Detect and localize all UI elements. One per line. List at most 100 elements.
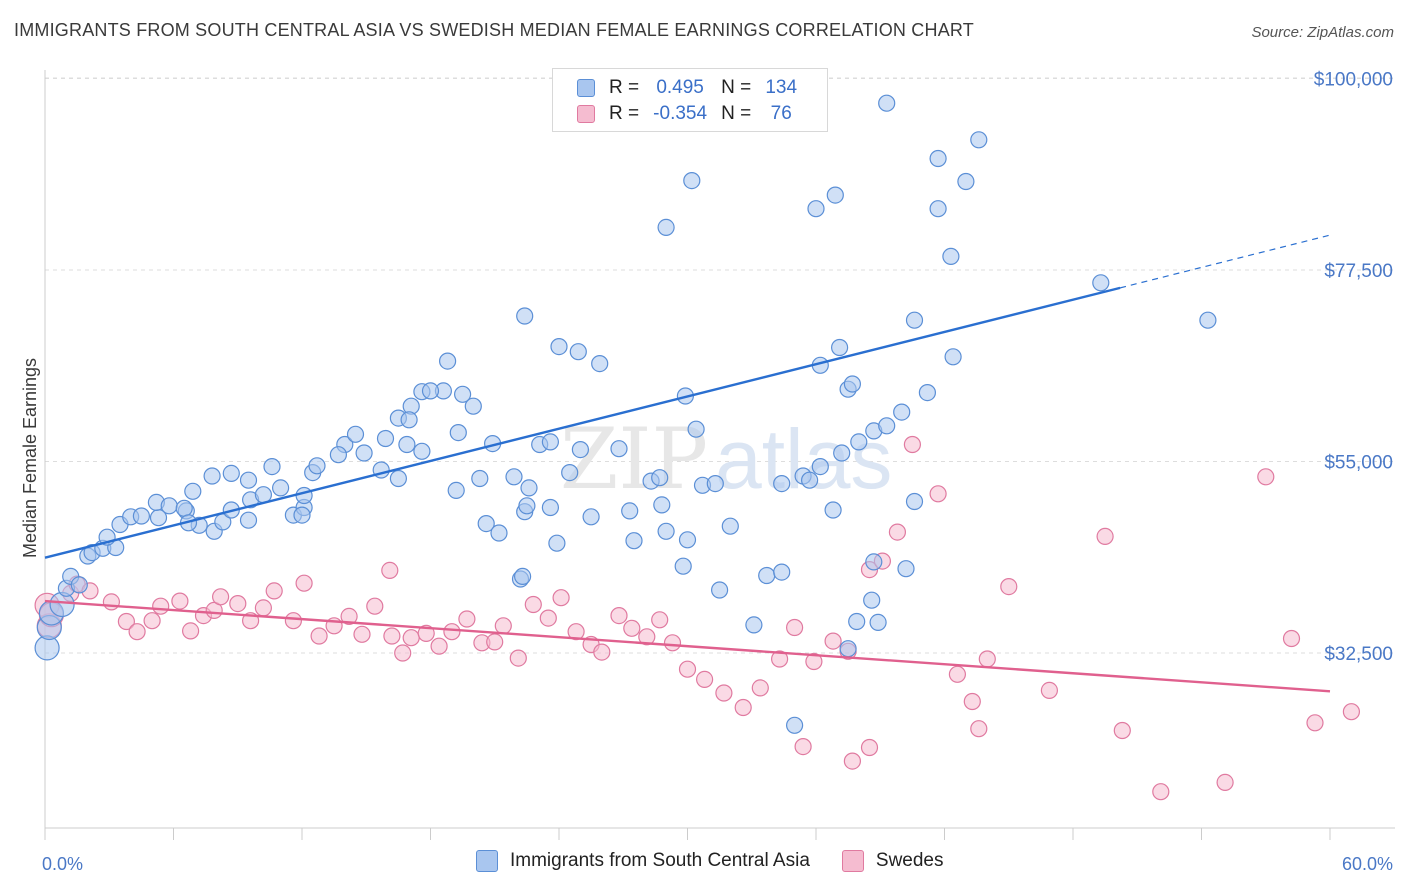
immigrants-point [203,467,221,485]
immigrants-point [548,534,566,552]
swedes-point [102,593,121,611]
immigrants-point [863,591,881,609]
immigrants-point [160,497,178,515]
swedes-point [152,597,170,615]
swedes-point [1216,773,1234,792]
immigrants-points [34,80,1217,734]
immigrants-point [625,532,643,550]
immigrants-point [376,429,395,448]
immigrants-point [957,172,975,191]
immigrants-point [541,498,560,517]
immigrants-point [70,576,88,594]
axes [44,70,1395,840]
swedes-point [860,738,879,757]
swedes-point [254,599,272,617]
swedes-point [340,607,358,626]
immigrants-point [758,566,776,585]
swedes-point [394,644,412,662]
swedes-point [948,665,967,683]
swedes-point [486,633,504,651]
immigrants-point [706,475,724,493]
swedes-point [651,611,669,629]
swedes-point [171,592,189,610]
swedes-point [785,618,804,637]
immigrants-point [389,469,407,488]
immigrants-point [569,343,587,361]
immigrants-point [571,441,590,459]
swedes-point [353,625,371,643]
swedes-point [751,679,769,697]
immigrants-point [970,131,988,149]
swedes-point [1152,783,1170,801]
series-legend: Immigrants from South Central Asia Swede… [476,850,976,872]
swedes-point [623,619,641,637]
immigrants-point [400,411,418,429]
immigrants-point [710,581,729,599]
swedes-point [1257,468,1275,486]
n-value: 134 [765,77,798,98]
swedes-point [978,650,996,668]
swedes-point [128,623,146,641]
immigrants-point [582,508,600,526]
stats-row-blue: R = 0.495 N = 134 [577,76,811,100]
immigrants-point [513,567,532,586]
immigrants-point [745,616,763,634]
swedes-point [182,622,200,640]
immigrants-point [505,468,523,486]
swedes-point [567,623,585,641]
swedes-point [593,643,611,661]
r-value: -0.354 [653,103,708,124]
y-tick-label: $55,000 [1324,453,1393,474]
immigrants-point [272,479,290,497]
watermark-atlas: atlas [715,412,892,506]
immigrants-point [773,475,791,493]
swedes-point [734,698,752,717]
immigrants-point [621,502,639,520]
immigrants-point [477,514,495,533]
immigrants-point [807,200,825,218]
n-label: N = [721,77,752,98]
y-tick-label: $100,000 [1314,70,1393,91]
immigrants-point [657,522,675,540]
swedes-point [366,597,384,615]
legend-label: Swedes [875,850,944,871]
trend-lines [44,234,1331,693]
swedes-point [402,629,420,647]
swedes-point [1096,527,1114,546]
swedes-point [770,650,789,668]
immigrants-point [471,469,489,488]
swedes-point [295,574,313,592]
immigrants-point [833,444,851,462]
swedes-point [610,606,628,625]
immigrants-point [439,352,457,370]
immigrants-point [687,420,705,438]
immigrants-point [49,591,75,618]
legend-label: Immigrants from South Central Asia [510,850,810,871]
immigrants-point [826,186,844,204]
legend-swatch-pink [841,850,864,872]
swedes-point [143,612,161,630]
swedes-point [381,561,399,580]
legend-item-immigrants: Immigrants from South Central Asia [476,850,810,872]
y-axis-label: Median Female Earnings [20,358,40,558]
swedes-point [509,649,527,667]
r-label: R = [609,77,640,98]
immigrants-point [800,471,819,489]
immigrants-point [929,149,947,168]
pink-swatch [577,105,595,123]
swedes-point [229,594,247,613]
swedes-point [963,692,981,711]
swedes-point [1306,714,1324,732]
immigrants-trend-extension [1119,234,1331,289]
immigrants-point [1199,311,1217,329]
swedes-point [715,684,733,702]
immigrants-point [893,403,911,421]
swedes-point [458,610,476,628]
swedes-point [265,582,283,600]
swedes-point [417,624,435,643]
immigrants-point [295,486,313,505]
immigrants-trend-line [44,286,1121,559]
immigrants-point [657,218,675,236]
immigrants-point [421,382,440,400]
